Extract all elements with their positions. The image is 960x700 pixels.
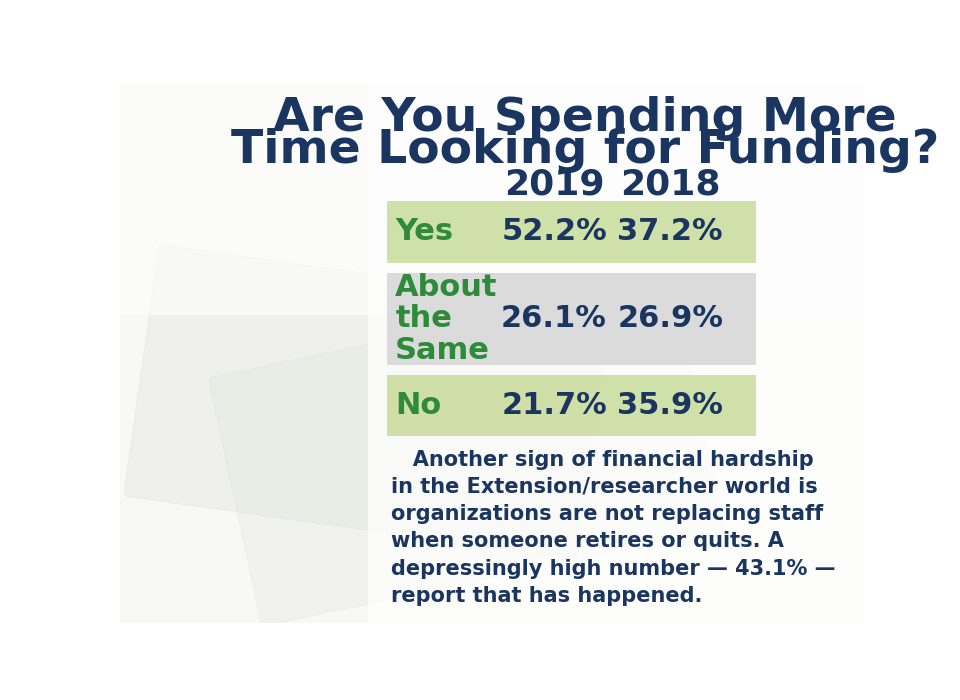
Text: About
the
Same: About the Same: [396, 273, 497, 365]
Bar: [120, 84, 864, 315]
Text: Yes: Yes: [396, 217, 453, 246]
Bar: [388, 272, 756, 365]
Text: 26.1%: 26.1%: [501, 304, 607, 333]
Bar: [388, 375, 756, 436]
Text: 2018: 2018: [620, 167, 721, 201]
Bar: [368, 84, 864, 623]
Bar: [388, 201, 756, 262]
Text: 2019: 2019: [504, 167, 604, 201]
Text: 21.7%: 21.7%: [501, 391, 607, 420]
Text: 37.2%: 37.2%: [617, 217, 723, 246]
Text: 52.2%: 52.2%: [501, 217, 607, 246]
FancyBboxPatch shape: [209, 281, 724, 626]
FancyBboxPatch shape: [124, 245, 612, 559]
Text: 35.9%: 35.9%: [617, 391, 723, 420]
Text: Time Looking for Funding?: Time Looking for Funding?: [230, 128, 939, 173]
Text: Are You Spending More: Are You Spending More: [274, 95, 897, 141]
Text: Another sign of financial hardship
in the Extension/researcher world is
organiza: Another sign of financial hardship in th…: [392, 450, 836, 606]
Text: 26.9%: 26.9%: [617, 304, 723, 333]
Text: No: No: [396, 391, 442, 420]
